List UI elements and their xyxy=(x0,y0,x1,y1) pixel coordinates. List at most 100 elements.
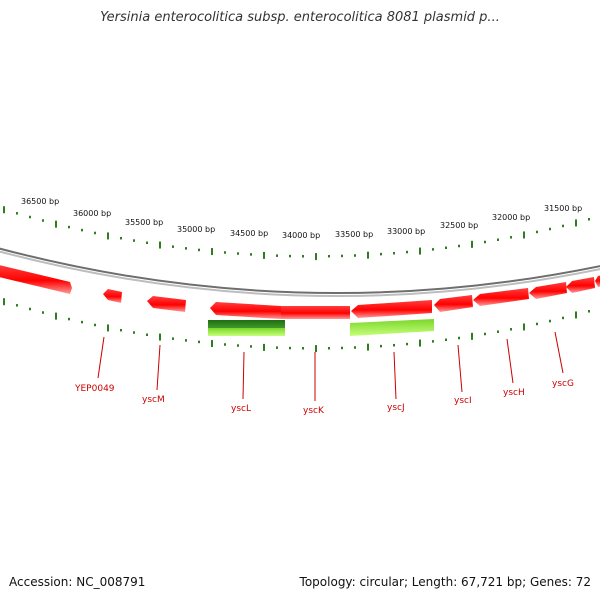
gene-label-yscm: yscM xyxy=(142,395,165,405)
outer-scale-tick xyxy=(445,246,447,250)
gene-arrow-right-1[interactable] xyxy=(566,277,595,293)
scale-labels: 36500 bp 36000 bp 35500 bp 35000 bp 3450… xyxy=(21,197,582,240)
inner-scale-tick xyxy=(185,339,187,342)
gene-arrow-yscj[interactable] xyxy=(351,300,432,318)
outer-scale-tick xyxy=(3,206,5,214)
inner-scale-tick xyxy=(523,323,525,331)
outer-scale-tick xyxy=(94,231,96,235)
inner-scale-tick xyxy=(302,347,304,350)
inner-scale-tick xyxy=(120,328,122,332)
scale-label-32000: 32000 bp xyxy=(492,213,530,222)
outer-scale-tick xyxy=(146,241,148,245)
outer-scale-tick xyxy=(276,254,278,257)
feature-bar-dark[interactable] xyxy=(208,320,285,328)
outer-scale-tick xyxy=(380,252,382,256)
outer-scale-tick xyxy=(575,219,577,227)
outer-scale-tick xyxy=(536,230,538,234)
gene-label-ysch: yscH xyxy=(503,388,525,398)
gene-arrow-ysck[interactable] xyxy=(281,306,350,319)
inner-scale-tick xyxy=(380,344,382,348)
outer-scale-ring xyxy=(3,206,590,261)
outer-scale-tick xyxy=(367,251,369,259)
inner-scale-tick xyxy=(510,328,512,331)
gene-arrow-ysch[interactable] xyxy=(473,288,529,306)
gene-arrow-ysci[interactable] xyxy=(434,295,473,312)
accession-label: Accession: NC_008791 xyxy=(9,575,146,589)
leader-line-yscg xyxy=(554,331,564,374)
inner-scale-tick xyxy=(289,346,291,350)
inner-scale-tick xyxy=(432,340,434,343)
inner-scale-tick xyxy=(419,339,421,347)
inner-scale-tick xyxy=(471,332,473,340)
feature-bar-light-left[interactable] xyxy=(208,328,285,336)
inner-scale-tick xyxy=(224,343,226,346)
inner-scale-tick xyxy=(575,311,577,319)
gene-labels: YEP0049 yscM yscL yscK yscJ yscI yscH ys… xyxy=(74,331,574,416)
gene-label-ysci: yscI xyxy=(454,396,472,406)
outer-scale-tick xyxy=(42,219,44,222)
outer-scale-tick xyxy=(120,236,122,240)
outer-scale-tick xyxy=(237,252,239,255)
leader-line-yscj xyxy=(393,351,397,400)
genome-summary: Topology: circular; Length: 67,721 bp; G… xyxy=(299,575,591,589)
outer-scale-tick xyxy=(302,255,304,258)
gene-arrow-yscm[interactable] xyxy=(147,296,186,312)
inner-scale-tick xyxy=(16,304,18,307)
outer-scale-tick xyxy=(458,244,460,248)
gene-arrow-yscg[interactable] xyxy=(529,282,567,299)
feature-bar-light-right[interactable] xyxy=(350,319,434,336)
inner-scale-tick xyxy=(549,319,551,323)
inner-scale-tick xyxy=(42,311,44,314)
inner-scale-tick xyxy=(172,337,174,340)
feature-track xyxy=(208,319,434,336)
inner-scale-tick xyxy=(107,324,109,332)
plasmid-backbone xyxy=(0,247,600,297)
gene-arrow-right-2[interactable] xyxy=(595,273,600,287)
leader-line-ysch xyxy=(506,338,514,384)
outer-scale-tick xyxy=(55,220,57,228)
outer-scale-tick xyxy=(523,231,525,239)
inner-scale-tick xyxy=(367,343,369,351)
outer-scale-tick xyxy=(159,241,161,249)
outer-scale-tick xyxy=(185,247,187,250)
outer-scale-tick xyxy=(510,236,512,239)
inner-scale-tick xyxy=(159,333,161,341)
leader-line-yscm xyxy=(156,344,161,391)
inner-scale-tick xyxy=(198,340,200,344)
scale-label-36000: 36000 bp xyxy=(73,209,111,218)
outer-scale-tick xyxy=(172,245,174,248)
outer-scale-tick xyxy=(562,224,564,228)
outer-scale-tick xyxy=(484,240,486,244)
outer-scale-tick xyxy=(107,232,109,240)
inner-scale-tick xyxy=(354,346,356,349)
inner-scale-tick xyxy=(497,330,499,333)
gene-track xyxy=(0,264,600,319)
inner-scale-tick xyxy=(341,346,343,350)
gene-arrow-left-edge[interactable] xyxy=(0,264,72,294)
outer-scale-tick xyxy=(328,254,330,258)
inner-scale-tick xyxy=(237,344,239,347)
outer-scale-tick xyxy=(263,251,265,259)
outer-scale-tick xyxy=(419,247,421,255)
gene-arrow-yep0049[interactable] xyxy=(103,289,122,303)
outer-scale-tick xyxy=(29,215,31,219)
gene-label-yscl: yscL xyxy=(231,404,251,414)
inner-scale-tick xyxy=(146,333,148,337)
inner-scale-tick xyxy=(276,346,278,349)
leader-line-yep0049 xyxy=(97,336,105,379)
outer-scale-tick xyxy=(198,248,200,252)
gene-label-yep0049: YEP0049 xyxy=(74,384,115,394)
inner-scale-tick xyxy=(3,298,5,306)
inner-scale-tick xyxy=(211,340,213,348)
outer-scale-tick xyxy=(133,239,135,242)
inner-scale-tick xyxy=(445,338,447,342)
gene-label-yscj: yscJ xyxy=(387,403,405,413)
leader-line-ysci xyxy=(457,344,463,393)
outer-scale-tick xyxy=(224,251,226,254)
gene-label-yscg: yscG xyxy=(552,379,574,389)
inner-scale-ring xyxy=(3,298,590,353)
gene-arrow-yscl[interactable] xyxy=(210,302,281,319)
inner-scale-tick xyxy=(250,345,252,348)
inner-scale-tick xyxy=(263,343,265,351)
